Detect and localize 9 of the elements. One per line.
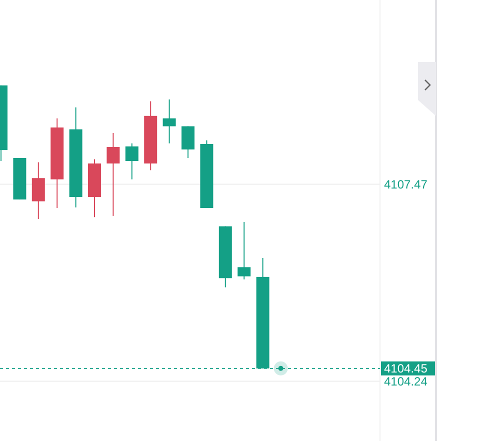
- candlestick: [125, 142, 138, 180]
- y-tick-label: 4104.24: [384, 374, 428, 388]
- candlestick: [106, 132, 120, 216]
- ref-line-label: 4104.45: [384, 362, 428, 376]
- candlestick: [238, 222, 251, 280]
- y-tick-label: 4107.47: [384, 177, 428, 192]
- candlestick: [162, 98, 176, 144]
- candlestick: [182, 126, 194, 158]
- candlestick: [32, 162, 45, 220]
